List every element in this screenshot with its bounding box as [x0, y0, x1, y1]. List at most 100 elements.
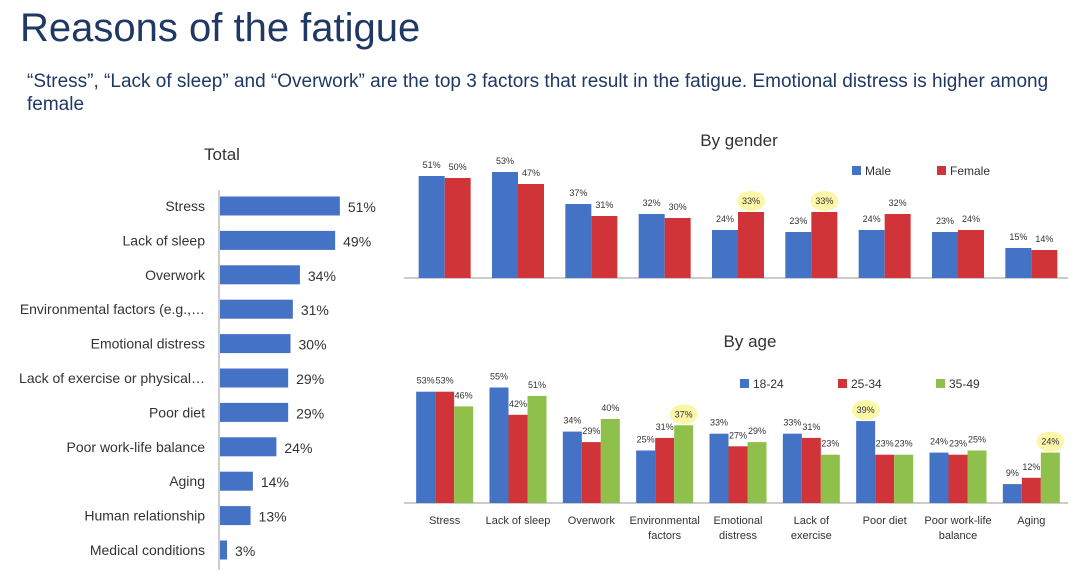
age-category-label: distress — [719, 530, 757, 542]
age-category-label: Lack of sleep — [486, 515, 551, 527]
gender-value-label: 51% — [423, 160, 441, 170]
gender-legend-label: Male — [865, 164, 891, 178]
age-bar — [600, 419, 620, 503]
gender-bar — [565, 204, 592, 278]
gender-value-label: 32% — [889, 198, 907, 208]
age-bar — [489, 387, 509, 503]
gender-bar — [785, 232, 812, 278]
age-category-label: Lack of — [794, 515, 830, 527]
age-category-label: Environmental — [630, 515, 700, 527]
gender-bar — [712, 230, 738, 278]
total-value-label: 14% — [261, 474, 289, 490]
total-value-label: 51% — [348, 199, 376, 215]
total-value-label: 29% — [296, 371, 324, 387]
total-bar — [220, 540, 228, 560]
gender-legend-swatch — [937, 166, 946, 175]
age-legend-swatch — [838, 379, 847, 388]
gender-chart: By gender Male Female 51% 50% 53% 47% 37% 31% 32%… — [404, 131, 1068, 279]
total-bar — [220, 506, 251, 526]
total-category-label: Emotional distress — [91, 336, 205, 352]
total-value-label: 34% — [308, 268, 336, 284]
gender-value-label: 33% — [742, 196, 760, 206]
gender-legend-label: Female — [950, 164, 990, 178]
gender-bar — [591, 216, 618, 278]
gender-value-label: 23% — [789, 216, 807, 226]
total-category-label: Stress — [165, 198, 205, 214]
gender-bar — [958, 230, 984, 278]
gender-bar — [932, 232, 958, 278]
age-legend-label: 25-34 — [851, 377, 882, 391]
age-bar — [967, 450, 987, 503]
total-category-label: Lack of exercise or physical… — [19, 370, 205, 386]
age-bar — [636, 450, 656, 503]
total-bar — [220, 299, 293, 319]
age-legend-swatch — [740, 379, 749, 388]
age-category-label: balance — [939, 530, 978, 542]
age-value-label: 33% — [783, 418, 801, 428]
gender-value-label: 33% — [815, 196, 833, 206]
age-bar — [820, 454, 840, 503]
age-value-label: 27% — [729, 430, 747, 440]
total-bar — [220, 265, 300, 285]
age-bar — [454, 406, 474, 503]
total-bar — [220, 368, 289, 388]
gender-bar — [738, 212, 764, 278]
age-bar — [894, 454, 914, 503]
age-category-label: Aging — [1017, 515, 1045, 527]
age-value-label: 23% — [949, 439, 967, 449]
total-value-label: 29% — [296, 405, 324, 421]
gender-bar — [858, 230, 885, 278]
gender-value-label: 53% — [496, 156, 514, 166]
age-value-label: 31% — [802, 422, 820, 432]
age-value-label: 24% — [1041, 437, 1059, 447]
age-highlight-marker — [851, 400, 880, 421]
age-value-label: 31% — [656, 422, 674, 432]
gender-bar — [1031, 250, 1058, 278]
total-chart-title: Total — [204, 145, 240, 164]
age-highlight-marker — [1036, 431, 1065, 452]
age-value-label: 24% — [930, 437, 948, 447]
total-value-label: 24% — [284, 440, 312, 456]
total-category-label: Environmental factors (e.g.,… — [20, 301, 205, 317]
total-bar — [220, 230, 336, 250]
gender-value-label: 24% — [716, 214, 734, 224]
total-chart: Total Stress 51% Lack of sleep 49% Overwork 34… — [19, 145, 376, 570]
age-value-label: 9% — [1006, 468, 1019, 478]
age-value-label: 29% — [582, 426, 600, 436]
age-category-label: factors — [648, 530, 682, 542]
age-value-label: 23% — [876, 439, 894, 449]
gender-bar — [884, 214, 911, 278]
age-category-label: Poor diet — [863, 515, 907, 527]
gender-value-label: 47% — [522, 168, 540, 178]
gender-value-label: 23% — [936, 216, 954, 226]
age-legend-label: 35-49 — [949, 377, 980, 391]
age-bar — [709, 433, 729, 503]
gender-bar — [664, 218, 691, 278]
total-value-label: 49% — [343, 233, 371, 249]
total-category-label: Medical conditions — [90, 542, 205, 558]
age-value-label: 42% — [509, 399, 527, 409]
total-category-label: Poor diet — [149, 404, 205, 420]
gender-value-label: 31% — [595, 200, 613, 210]
age-bar — [435, 391, 455, 503]
gender-highlight-marker — [737, 191, 765, 211]
age-value-label: 33% — [710, 418, 728, 428]
age-category-label: exercise — [791, 530, 832, 542]
age-chart-title: By age — [724, 332, 777, 351]
age-value-label: 23% — [895, 439, 913, 449]
gender-bar — [638, 214, 665, 278]
age-value-label: 40% — [601, 403, 619, 413]
gender-value-label: 32% — [643, 198, 661, 208]
total-category-label: Poor work-life balance — [66, 439, 205, 455]
total-value-label: 31% — [301, 302, 329, 318]
age-value-label: 25% — [637, 435, 655, 445]
gender-bar — [1005, 248, 1032, 278]
gender-bar — [811, 212, 838, 278]
age-bar — [948, 454, 968, 503]
total-value-label: 13% — [259, 509, 287, 525]
age-bar — [801, 437, 821, 503]
age-bar — [527, 395, 547, 503]
age-bar — [875, 454, 895, 503]
total-bar — [220, 402, 289, 422]
